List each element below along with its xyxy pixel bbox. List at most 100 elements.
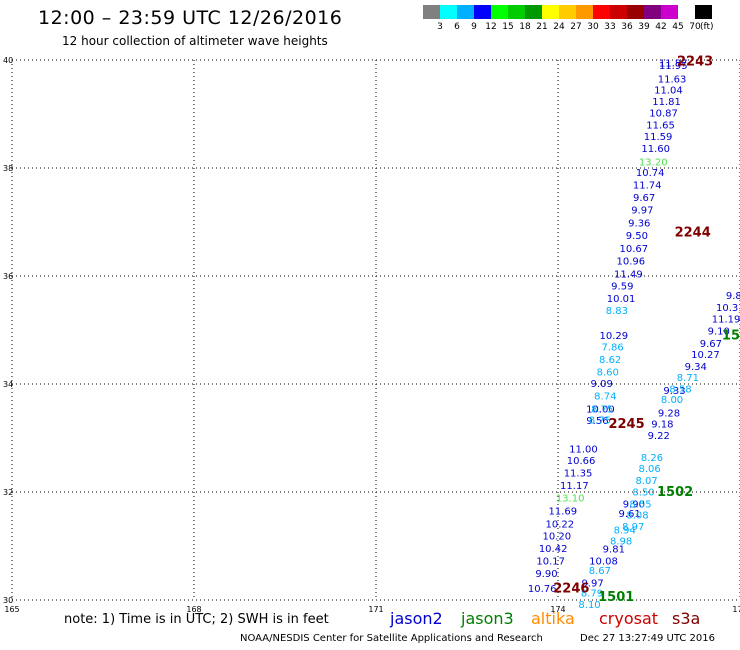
wave-height-point: 8.74 (594, 391, 616, 402)
wave-height-point: 11.65 (646, 120, 675, 131)
wave-height-point: 10.74 (636, 168, 665, 179)
wave-height-point: 11.69 (549, 506, 578, 517)
wave-height-point: 11.17 (560, 481, 589, 492)
wave-height-point: 9.18 (651, 419, 673, 430)
x-tick-label: 165 (4, 605, 19, 614)
wave-height-point: 9.90 (623, 499, 645, 510)
wave-height-point: 8.10 (578, 600, 600, 611)
track-label: 2244 (675, 225, 711, 240)
wave-height-point: 11.35 (564, 469, 593, 480)
scale-label: 15 (502, 22, 514, 32)
scale-label: 30 (587, 22, 599, 32)
scale-label: 9 (471, 22, 477, 32)
wave-height-point: 9.85 (726, 291, 740, 302)
wave-height-point: 10.22 (545, 519, 574, 530)
wave-height-point: 10.01 (607, 294, 636, 305)
wave-height-point: 9.36 (628, 219, 650, 230)
wave-height-point: 11.60 (641, 144, 670, 155)
wave-height-point: 13.10 (556, 493, 585, 504)
wave-height-point: 8.97 (622, 522, 644, 533)
scale-swatch (491, 5, 508, 19)
wave-height-point: 8.08 (626, 511, 648, 522)
wave-height-point: 11.87 (659, 59, 688, 70)
scale-label: 36 (621, 22, 633, 32)
scale-swatch (525, 5, 542, 19)
wave-height-point: 10.29 (599, 331, 628, 342)
wave-height-point: 11.59 (644, 132, 673, 143)
wave-height-point: 8.94 (614, 525, 636, 536)
wave-height-point: 11.95 (659, 61, 688, 72)
wave-height-point: 8.60 (597, 368, 619, 379)
wave-height-point: 9.67 (700, 339, 722, 350)
scale-swatch (593, 5, 610, 19)
scale-label: 42 (655, 22, 667, 32)
track-label: 1502 (657, 485, 693, 500)
scale-label: 18 (519, 22, 531, 32)
scale-label: 33 (604, 22, 616, 32)
wave-height-point: 10.00 (586, 404, 615, 415)
wave-height-point: 11.04 (654, 86, 683, 97)
scale-unit: (ft) (700, 22, 714, 32)
wave-height-point: 11.63 (658, 74, 687, 85)
legend-s3a: s3a (672, 609, 701, 628)
scale-swatch (423, 5, 440, 19)
wave-height-point: 10.42 (539, 544, 568, 555)
scale-swatch (474, 5, 491, 19)
wave-height-point: 10.20 (542, 532, 571, 543)
scale-label: 12 (485, 22, 497, 32)
scale-label: 39 (638, 22, 650, 32)
timestamp: Dec 27 13:27:49 UTC 2016 (580, 633, 715, 644)
wave-height-point: 10.31 (716, 303, 740, 314)
wave-height-point: 8.71 (677, 373, 699, 384)
wave-height-point: 10.66 (567, 456, 596, 467)
wave-height-point: 9.22 (648, 431, 670, 442)
x-tick-label: 177 (732, 605, 740, 614)
legend-altika: altika (531, 609, 575, 628)
wave-height-point: 9.28 (658, 409, 680, 420)
wave-height-point: 9.56 (586, 416, 608, 427)
wave-height-point: 11.19 (712, 315, 740, 326)
scale-label: 70 (689, 22, 701, 32)
wave-height-point: 10.76 (528, 584, 557, 595)
wave-height-point: 8.07 (635, 476, 657, 487)
scale-swatch (610, 5, 627, 19)
page-title: 12:00 – 23:59 UTC 12/26/2016 (38, 7, 343, 29)
footnote: note: 1) Time is in UTC; 2) SWH is in fe… (64, 612, 329, 627)
wave-height-point: 8.75 (589, 416, 611, 427)
wave-height-point: 8.98 (610, 537, 632, 548)
wave-height-point: 10.67 (620, 244, 649, 255)
scale-swatch (576, 5, 593, 19)
track-label: 2245 (608, 417, 644, 432)
scale-swatch (440, 5, 457, 19)
y-tick-label: 36 (3, 272, 13, 281)
wave-height-point: 10.17 (536, 557, 565, 568)
wave-height-point: 9.81 (603, 545, 625, 556)
scale-label: 45 (672, 22, 684, 32)
wave-height-point: 9.09 (591, 379, 613, 390)
wave-height-point: 8.83 (606, 306, 628, 317)
scale-swatch (508, 5, 525, 19)
wave-height-point: 9.33 (663, 386, 685, 397)
wave-height-point: 11.74 (633, 181, 662, 192)
page-subtitle: 12 hour collection of altimeter wave hei… (62, 34, 328, 48)
scale-swatch (559, 5, 576, 19)
wave-height-point: 13.20 (639, 158, 668, 169)
track-label: 2243 (677, 55, 713, 70)
wave-height-point: 8.58 (669, 384, 691, 395)
wave-height-point: 7.86 (601, 343, 623, 354)
legend-jason2: jason2 (390, 609, 443, 628)
y-tick-label: 40 (3, 56, 13, 65)
track-label: 2246 (553, 582, 589, 597)
scale-label: 24 (553, 22, 565, 32)
wave-height-point: 8.55 (629, 499, 651, 510)
scale-label: 27 (570, 22, 582, 32)
scale-swatch (542, 5, 559, 19)
wave-height-point: 11.81 (652, 97, 681, 108)
wave-height-point: 9.97 (631, 206, 653, 217)
wave-height-point: 9.61 (618, 509, 640, 520)
wave-height-point: 11.00 (569, 444, 598, 455)
wave-height-point: 9.90 (535, 569, 557, 580)
scale-swatch (678, 5, 695, 19)
wave-height-point: 9.10 (708, 327, 730, 338)
